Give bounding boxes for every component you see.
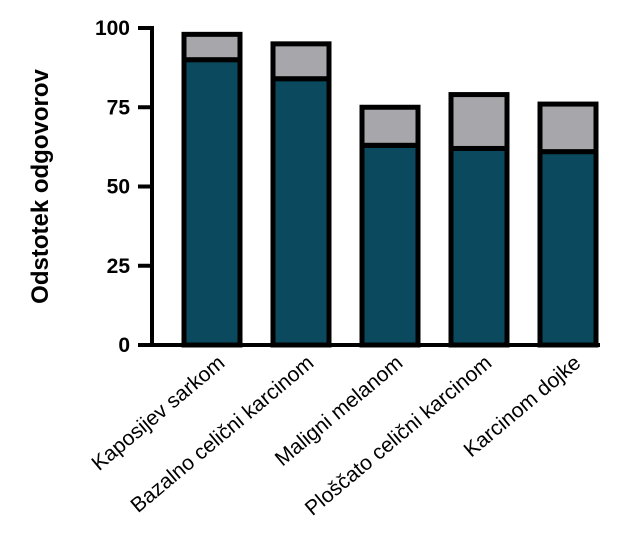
bars — [181, 31, 599, 348]
bar-segment-lower — [359, 142, 421, 348]
bar-segment-lower — [181, 57, 243, 348]
y-tick-label: 25 — [107, 255, 131, 278]
y-tick-label: 75 — [107, 96, 131, 119]
bar-segment-upper — [181, 31, 243, 63]
bar-segment-upper — [448, 92, 510, 151]
bar-segment-upper — [537, 101, 599, 155]
y-axis-title: Odstotek odgovorov — [27, 69, 54, 304]
bar-segment-lower — [448, 145, 510, 348]
x-tick-label: Bazalno celični karcinom — [126, 351, 318, 517]
bar-segment-upper — [270, 41, 332, 82]
bar-segment-upper — [359, 104, 421, 148]
y-tick-label: 0 — [118, 334, 130, 357]
y-tick-label: 50 — [107, 176, 130, 199]
bar-segment-lower — [537, 149, 599, 348]
x-tick-label: Ploščato celični karcinom — [301, 351, 496, 520]
bar-segment-lower — [270, 76, 332, 348]
axes: 0 25 50 75 100 — [95, 17, 600, 357]
y-tick-label: 100 — [95, 17, 130, 40]
